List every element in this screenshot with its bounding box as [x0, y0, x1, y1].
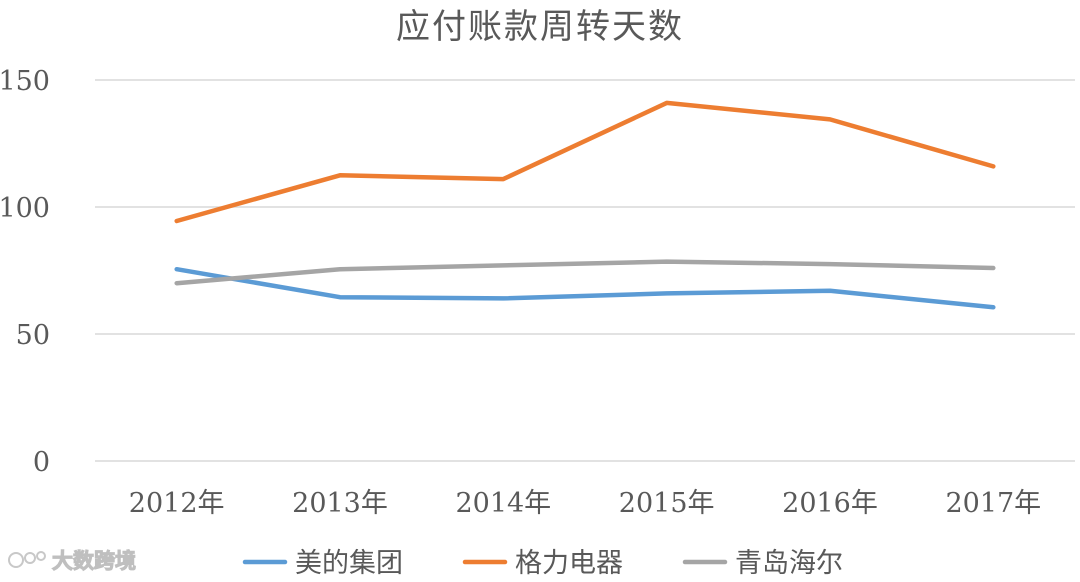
- x-tick-label-4: 2016年: [782, 488, 878, 519]
- series-line-0: [174, 266, 996, 310]
- watermark-text: 大数跨境: [52, 549, 136, 573]
- y-tick-label-50: 50: [16, 320, 50, 351]
- legend-label-0: 美的集团: [295, 548, 403, 579]
- x-tick-label-2: 2014年: [455, 488, 551, 519]
- x-tick-label-3: 2015年: [619, 488, 715, 519]
- gridlines: [95, 79, 1075, 462]
- x-tick-labels: 2012年 2013年 2014年 2015年 2016年 2017年: [129, 488, 1041, 519]
- chart-title: 应付账款周转天数: [396, 7, 684, 47]
- x-tick-label-5: 2017年: [945, 488, 1041, 519]
- watermark-logo-icon: [8, 551, 46, 568]
- legend-label-2: 青岛海尔: [735, 548, 843, 579]
- watermark: 大数跨境: [8, 549, 137, 574]
- series-line-2: [174, 259, 996, 286]
- x-tick-label-0: 2012年: [129, 488, 225, 519]
- y-tick-label-150: 150: [0, 66, 50, 97]
- series-lines: [174, 100, 996, 310]
- x-tick-label-1: 2013年: [292, 488, 388, 519]
- y-tick-labels: 0 50 100 150: [0, 66, 50, 478]
- series-line-1: [174, 100, 996, 224]
- y-tick-label-100: 100: [0, 193, 50, 224]
- legend: 美的集团 格力电器 青岛海尔: [242, 548, 843, 579]
- legend-label-1: 格力电器: [515, 548, 623, 579]
- y-tick-label-0: 0: [33, 447, 50, 478]
